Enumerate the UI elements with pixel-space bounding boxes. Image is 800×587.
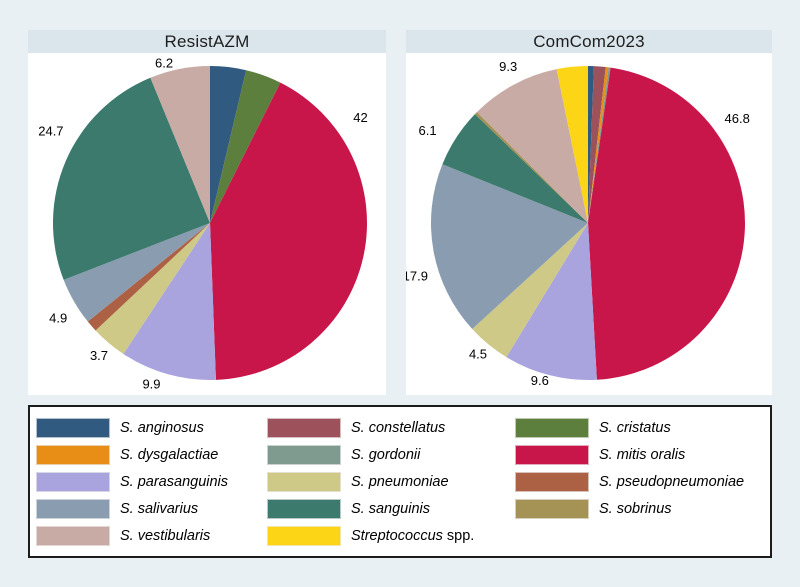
pie-svg: 42 9.9 3.7 4.9 24.7 6.2 — [28, 53, 386, 395]
pie-slice — [87, 223, 210, 331]
legend-swatch — [36, 417, 110, 438]
legend-swatch — [515, 471, 589, 492]
pie-slice — [150, 66, 210, 223]
pie-slice — [123, 223, 216, 381]
legend-label: Streptococcus spp. — [351, 527, 475, 544]
chart-title-banner: ResistAZM — [28, 30, 386, 53]
legend-swatch — [267, 417, 341, 438]
legend-swatch — [36, 525, 110, 546]
slice-value-label: 17.9 — [406, 268, 428, 283]
legend-label: S. salivarius — [120, 500, 199, 517]
legend-item: S. gordonii — [267, 444, 515, 465]
pie-slice — [210, 70, 281, 223]
pie-slice — [588, 66, 606, 223]
chart-title: ComCom2023 — [533, 31, 645, 51]
pie-slice — [63, 223, 210, 322]
legend-label: S. anginosus — [120, 419, 204, 436]
pie-slice — [476, 69, 588, 223]
legend-label: S. sobrinus — [599, 500, 672, 517]
legend-swatch — [267, 471, 341, 492]
legend-item: S. vestibularis — [36, 525, 267, 546]
legend-label: S. cristatus — [599, 419, 671, 436]
pie-slice — [588, 65, 594, 223]
legend-swatch — [267, 525, 341, 546]
pie-svg: 46.8 9.6 4.5 17.9 6.1 9.3 — [406, 53, 772, 395]
legend: S. anginosus S. constellatus S. cristatu… — [28, 405, 772, 558]
legend-swatch — [515, 444, 589, 465]
pie-slice — [472, 223, 588, 358]
legend-label: S. pneumoniae — [351, 473, 449, 490]
pie-slice — [506, 223, 597, 381]
pie-slice — [588, 67, 745, 380]
legend-item: S. parasanguinis — [36, 471, 267, 492]
slice-value-label: 9.9 — [142, 376, 160, 391]
legend-label: S. mitis oralis — [599, 446, 686, 463]
legend-label: S. sanguinis — [351, 500, 430, 517]
legend-label: S. vestibularis — [120, 527, 211, 544]
legend-item: Streptococcus spp. — [267, 525, 515, 546]
legend-label: S. dysgalactiae — [120, 446, 219, 463]
legend-item: S. sanguinis — [267, 498, 515, 519]
legend-item: S. constellatus — [267, 417, 515, 438]
pie-slice — [210, 66, 247, 223]
legend-swatch — [515, 417, 589, 438]
slice-value-label: 6.1 — [419, 123, 437, 138]
legend-label: S. gordonii — [351, 446, 421, 463]
legend-item: S. cristatus — [515, 417, 770, 438]
legend-swatch — [515, 498, 589, 519]
slice-value-label: 9.3 — [499, 59, 517, 74]
legend-label: S. parasanguinis — [120, 473, 229, 490]
legend-swatch — [36, 498, 110, 519]
pie-panel-comcom2023: ComCom2023 46.8 9.6 4.5 17.9 6.1 9.3 — [406, 30, 772, 395]
legend-item: S. anginosus — [36, 417, 267, 438]
pie-slice — [52, 77, 211, 280]
legend-swatch — [36, 471, 110, 492]
legend-item: S. salivarius — [36, 498, 267, 519]
slice-value-label: 42 — [353, 110, 367, 125]
legend-item: S. sobrinus — [515, 498, 770, 519]
chart-title-banner: ComCom2023 — [406, 30, 772, 53]
legend-item: S. dysgalactiae — [36, 444, 267, 465]
pie-slice — [588, 67, 611, 223]
legend-item: S. mitis oralis — [515, 444, 770, 465]
pie-slice — [588, 67, 609, 223]
pie-slice — [95, 223, 210, 354]
legend-swatch — [267, 444, 341, 465]
legend-label: S. constellatus — [351, 419, 446, 436]
slice-value-label: 4.9 — [49, 310, 67, 325]
chart-title: ResistAZM — [164, 31, 250, 51]
slice-value-label: 3.7 — [90, 348, 108, 363]
legend-item: S. pneumoniae — [267, 471, 515, 492]
slice-value-label: 4.5 — [469, 347, 487, 362]
pie-panel-resistazm: ResistAZM 42 9.9 3.7 4.9 24.7 6.2 — [28, 30, 386, 395]
slice-value-label: 6.2 — [155, 56, 173, 71]
slice-value-label: 24.7 — [38, 124, 63, 139]
legend-swatch — [36, 444, 110, 465]
pie-slice — [442, 114, 588, 223]
legend-label: S. pseudopneumoniae — [599, 473, 745, 490]
slice-value-label: 46.8 — [725, 111, 750, 126]
pie-slice — [430, 164, 588, 330]
legend-swatch — [267, 498, 341, 519]
slice-value-label: 9.6 — [531, 373, 549, 388]
pie-slice — [210, 82, 368, 380]
pie-slice — [474, 111, 588, 223]
legend-item: S. pseudopneumoniae — [515, 471, 770, 492]
pie-slice — [556, 66, 588, 223]
